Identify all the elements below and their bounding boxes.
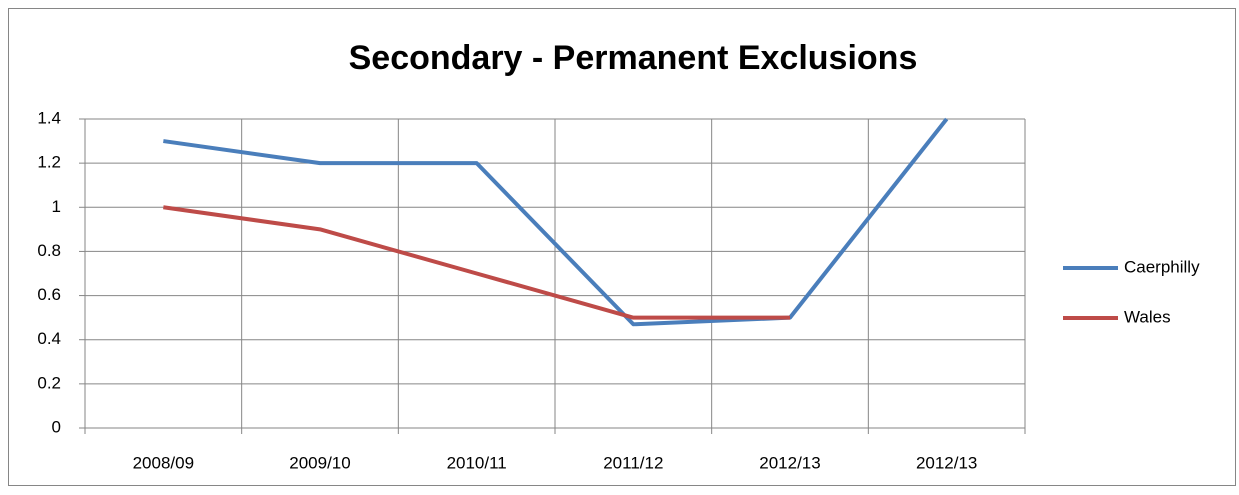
series-line (163, 117, 949, 327)
chart-title: Secondary - Permanent Exclusions (349, 39, 918, 77)
x-tick-label: 2011/12 (603, 453, 663, 472)
y-tick-label: 0.4 (37, 329, 61, 348)
x-tick-label: 2010/11 (447, 453, 507, 472)
chart-border (8, 8, 1236, 486)
x-tick-label: 2012/13 (916, 453, 977, 472)
legend-label: Caerphilly (1124, 257, 1200, 276)
y-tick-label: 1.2 (37, 153, 61, 172)
x-tick-label: 2008/09 (133, 453, 194, 472)
series-line (163, 205, 790, 320)
y-tick-label: 0.6 (37, 285, 61, 304)
y-tick-label: 0.2 (37, 373, 61, 392)
y-tick-label: 1.4 (37, 108, 61, 127)
x-tick-label: 2009/10 (289, 453, 350, 472)
y-tick-label: 0.8 (37, 241, 61, 260)
legend-label: Wales (1124, 307, 1171, 326)
x-tick-label: 2012/13 (759, 453, 820, 472)
y-tick-label: 1 (52, 197, 61, 216)
y-tick-label: 0 (52, 417, 61, 436)
